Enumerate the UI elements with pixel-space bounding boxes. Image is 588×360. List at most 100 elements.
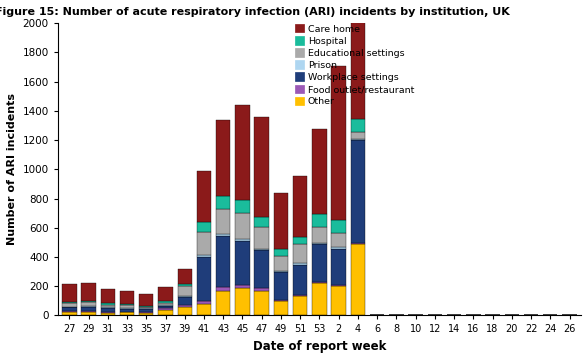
Bar — [158, 305, 173, 306]
Bar — [332, 248, 346, 285]
Bar — [216, 287, 230, 291]
Bar — [350, 243, 365, 244]
Bar — [120, 291, 134, 304]
Bar — [158, 287, 173, 301]
Bar — [139, 307, 153, 309]
Bar — [274, 300, 288, 301]
Bar — [332, 247, 346, 248]
Bar — [197, 304, 211, 315]
Bar — [255, 291, 269, 315]
Bar — [120, 304, 134, 305]
X-axis label: Date of report week: Date of report week — [253, 340, 386, 353]
Bar — [81, 302, 96, 306]
Bar — [178, 286, 192, 296]
Bar — [332, 220, 346, 233]
Bar — [120, 305, 134, 308]
Bar — [120, 309, 134, 311]
Bar — [158, 303, 173, 305]
Bar — [197, 255, 211, 257]
Bar — [235, 239, 250, 241]
Bar — [312, 244, 326, 282]
Bar — [81, 301, 96, 302]
Bar — [139, 309, 153, 312]
Bar — [255, 217, 269, 227]
Bar — [312, 227, 326, 243]
Bar — [332, 285, 346, 286]
Bar — [178, 284, 192, 286]
Bar — [197, 171, 211, 222]
Bar — [139, 294, 153, 306]
Bar — [139, 306, 153, 307]
Bar — [293, 295, 308, 297]
Bar — [101, 307, 115, 308]
Bar — [197, 222, 211, 232]
Bar — [312, 283, 326, 315]
Bar — [293, 297, 308, 315]
Bar — [216, 209, 230, 234]
Bar — [312, 129, 326, 214]
Bar — [235, 213, 250, 239]
Bar — [350, 0, 365, 119]
Bar — [178, 296, 192, 297]
Bar — [255, 117, 269, 217]
Bar — [62, 311, 76, 312]
Bar — [120, 311, 134, 312]
Bar — [120, 312, 134, 315]
Bar — [332, 233, 346, 247]
Bar — [178, 307, 192, 315]
Bar — [101, 308, 115, 312]
Bar — [101, 312, 115, 315]
Bar — [332, 286, 346, 315]
Text: Figure 15: Number of acute respiratory infection (ARI) incidents by institution,: Figure 15: Number of acute respiratory i… — [0, 7, 510, 17]
Bar — [197, 257, 211, 301]
Bar — [293, 237, 308, 244]
Legend: Care home, Hospital, Educational settings, Prison, Workplace settings, Food outl: Care home, Hospital, Educational setting… — [293, 22, 416, 108]
Bar — [235, 285, 250, 288]
Bar — [332, 66, 346, 220]
Bar — [62, 284, 76, 302]
Bar — [101, 303, 115, 305]
Bar — [62, 303, 76, 307]
Bar — [293, 176, 308, 237]
Bar — [81, 283, 96, 301]
Bar — [216, 291, 230, 315]
Bar — [178, 269, 192, 284]
Bar — [293, 265, 308, 295]
Bar — [158, 301, 173, 303]
Bar — [216, 120, 230, 196]
Bar — [274, 271, 288, 272]
Bar — [350, 132, 365, 139]
Bar — [312, 214, 326, 227]
Bar — [197, 301, 211, 304]
Bar — [178, 305, 192, 307]
Bar — [274, 272, 288, 300]
Bar — [216, 234, 230, 236]
Bar — [101, 305, 115, 307]
Bar — [350, 140, 365, 243]
Bar — [197, 232, 211, 255]
Bar — [120, 308, 134, 309]
Bar — [255, 249, 269, 251]
Bar — [81, 307, 96, 311]
Bar — [235, 241, 250, 285]
Bar — [312, 243, 326, 244]
Bar — [235, 288, 250, 315]
Bar — [81, 311, 96, 312]
Bar — [274, 193, 288, 249]
Bar — [235, 105, 250, 199]
Bar — [139, 312, 153, 315]
Bar — [62, 302, 76, 303]
Bar — [274, 256, 288, 271]
Bar — [235, 199, 250, 213]
Bar — [62, 312, 76, 315]
Bar — [293, 244, 308, 264]
Bar — [101, 289, 115, 303]
Y-axis label: Number of ARI incidents: Number of ARI incidents — [7, 93, 17, 246]
Bar — [350, 244, 365, 315]
Bar — [158, 309, 173, 310]
Bar — [274, 301, 288, 315]
Bar — [158, 310, 173, 315]
Bar — [255, 251, 269, 288]
Bar — [255, 227, 269, 249]
Bar — [178, 297, 192, 305]
